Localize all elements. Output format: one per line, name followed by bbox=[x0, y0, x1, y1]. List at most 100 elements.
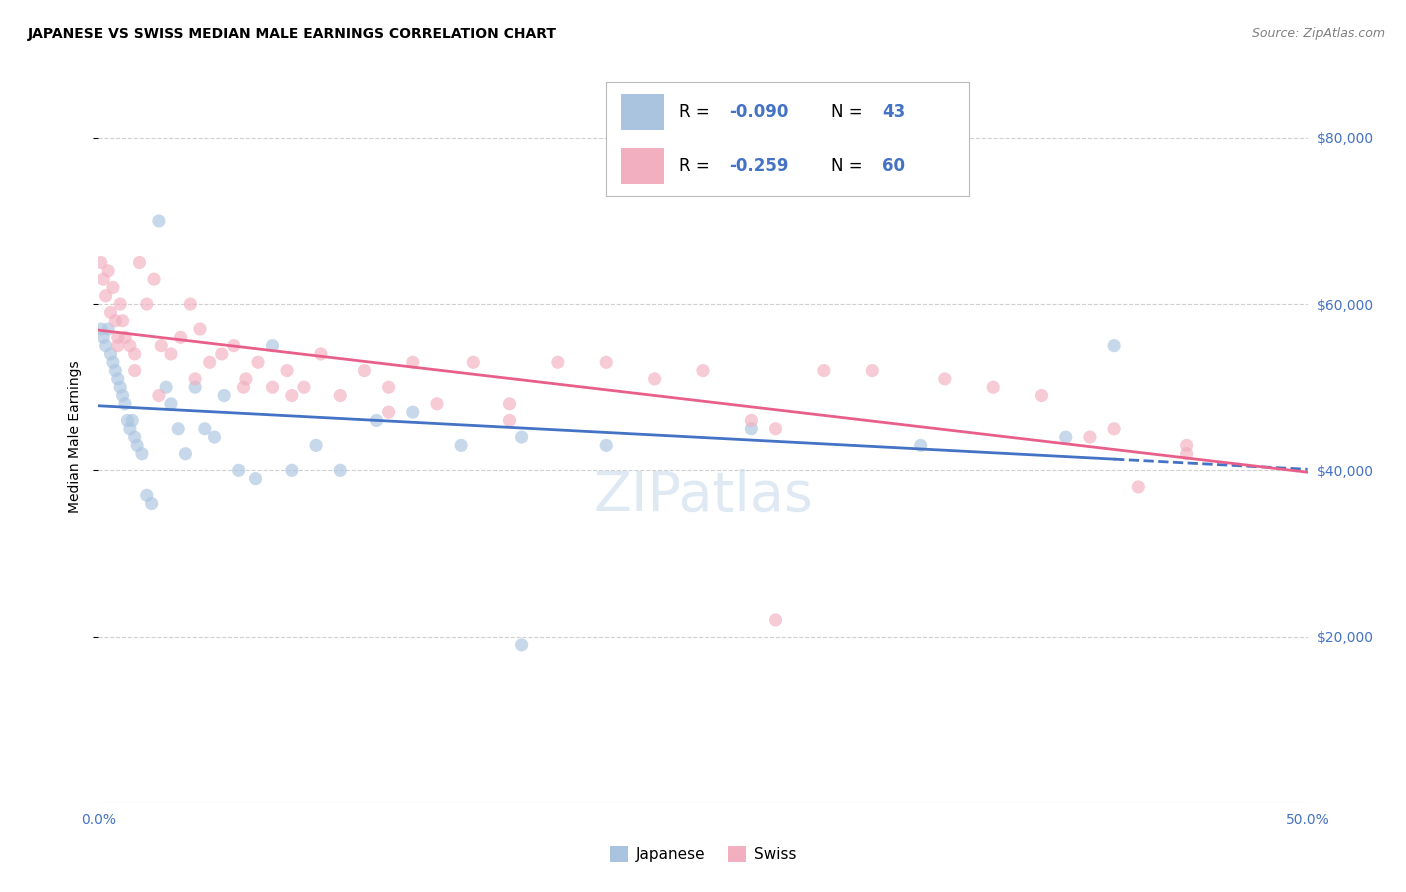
Point bbox=[309, 347, 332, 361]
Point bbox=[740, 422, 762, 436]
Point bbox=[765, 613, 787, 627]
Point bbox=[97, 322, 120, 336]
Point bbox=[1102, 338, 1125, 352]
Point bbox=[94, 289, 117, 303]
Point bbox=[692, 363, 714, 377]
Point bbox=[91, 330, 114, 344]
Point bbox=[292, 380, 315, 394]
Point bbox=[1175, 447, 1198, 461]
Point bbox=[188, 322, 211, 336]
Point bbox=[1175, 438, 1198, 452]
Point bbox=[1078, 430, 1101, 444]
Point bbox=[498, 397, 520, 411]
Point bbox=[117, 413, 139, 427]
Point bbox=[124, 430, 146, 444]
Point bbox=[91, 272, 114, 286]
Point bbox=[107, 338, 129, 352]
Point bbox=[179, 297, 201, 311]
Point bbox=[232, 380, 254, 394]
Point bbox=[111, 314, 134, 328]
Point bbox=[426, 397, 449, 411]
Point bbox=[169, 330, 191, 344]
Point bbox=[498, 413, 520, 427]
Point bbox=[981, 380, 1004, 394]
Point bbox=[910, 438, 932, 452]
Point bbox=[740, 413, 762, 427]
Point bbox=[228, 463, 250, 477]
Point bbox=[124, 363, 146, 377]
Point bbox=[366, 413, 388, 427]
Point bbox=[150, 338, 173, 352]
Point bbox=[510, 430, 533, 444]
Point bbox=[402, 405, 425, 419]
Point bbox=[305, 438, 328, 452]
Point bbox=[247, 355, 270, 369]
Point bbox=[97, 264, 120, 278]
Point bbox=[463, 355, 485, 369]
Point bbox=[212, 388, 235, 402]
Point bbox=[510, 638, 533, 652]
Point bbox=[860, 363, 883, 377]
Point bbox=[160, 397, 183, 411]
Point bbox=[141, 497, 163, 511]
Point bbox=[765, 422, 787, 436]
Point bbox=[184, 372, 207, 386]
Point bbox=[281, 388, 304, 402]
Point bbox=[100, 347, 122, 361]
Point bbox=[135, 297, 157, 311]
Point bbox=[194, 422, 217, 436]
Point bbox=[813, 363, 835, 377]
Point bbox=[160, 347, 183, 361]
Point bbox=[118, 338, 141, 352]
Point bbox=[276, 363, 298, 377]
Point bbox=[1054, 430, 1077, 444]
Point bbox=[198, 355, 221, 369]
Point bbox=[329, 463, 352, 477]
Point bbox=[100, 305, 122, 319]
Point bbox=[377, 380, 399, 394]
Point bbox=[245, 472, 267, 486]
Point bbox=[1031, 388, 1053, 402]
Point bbox=[111, 388, 134, 402]
Point bbox=[135, 488, 157, 502]
Point bbox=[155, 380, 177, 394]
Point bbox=[262, 380, 284, 394]
Point bbox=[101, 355, 124, 369]
Point bbox=[108, 380, 131, 394]
Point bbox=[148, 388, 170, 402]
Text: JAPANESE VS SWISS MEDIAN MALE EARNINGS CORRELATION CHART: JAPANESE VS SWISS MEDIAN MALE EARNINGS C… bbox=[28, 27, 557, 41]
Point bbox=[131, 447, 153, 461]
Point bbox=[148, 214, 170, 228]
Point bbox=[262, 338, 284, 352]
Text: ZIPatlas: ZIPatlas bbox=[593, 468, 813, 523]
Point bbox=[94, 338, 117, 352]
Point bbox=[143, 272, 166, 286]
Point bbox=[104, 363, 127, 377]
Point bbox=[204, 430, 226, 444]
Point bbox=[107, 330, 129, 344]
Point bbox=[108, 297, 131, 311]
Point bbox=[101, 280, 124, 294]
Point bbox=[595, 355, 617, 369]
Point bbox=[114, 330, 136, 344]
Text: Source: ZipAtlas.com: Source: ZipAtlas.com bbox=[1251, 27, 1385, 40]
Point bbox=[644, 372, 666, 386]
Point bbox=[118, 422, 141, 436]
Point bbox=[107, 372, 129, 386]
Point bbox=[934, 372, 956, 386]
Point bbox=[402, 355, 425, 369]
Point bbox=[222, 338, 245, 352]
Point bbox=[174, 447, 197, 461]
Point bbox=[235, 372, 257, 386]
Point bbox=[329, 388, 352, 402]
Point bbox=[353, 363, 375, 377]
Point bbox=[127, 438, 149, 452]
Point bbox=[281, 463, 304, 477]
Point bbox=[377, 405, 399, 419]
Point bbox=[211, 347, 233, 361]
Legend: Japanese, Swiss: Japanese, Swiss bbox=[603, 840, 803, 868]
Point bbox=[547, 355, 569, 369]
Point bbox=[1102, 422, 1125, 436]
Point bbox=[167, 422, 190, 436]
Point bbox=[450, 438, 472, 452]
